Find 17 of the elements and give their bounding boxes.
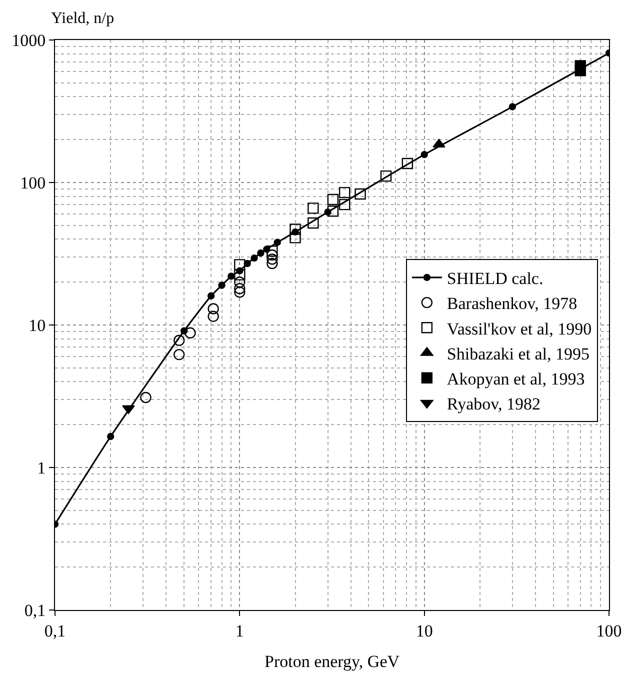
y-tick-label: 1 [37, 458, 46, 478]
legend-label: Vassil'kov et al, 1990 [446, 319, 592, 338]
x-tick-label: 1 [235, 621, 244, 640]
y-axis-title: Yield, n/p [51, 10, 114, 27]
legend-label: Akopyan et al, 1993 [446, 369, 585, 388]
legend-label: SHIELD calc. [446, 269, 544, 288]
x-tick-label: 0,1 [44, 621, 66, 640]
x-tick-label: 100 [596, 621, 622, 640]
y-tick-label: 10 [28, 316, 46, 335]
x-axis-title: Proton energy, GeV [264, 652, 400, 671]
y-tick-label: 0,1 [24, 600, 46, 620]
x-tick-label: 10 [416, 621, 433, 640]
legend-label: Shibazaki et al, 1995 [446, 344, 590, 364]
legend-label: Barashenkov, 1978 [446, 294, 578, 314]
y-tick-label: 100 [20, 173, 46, 192]
y-tick-label: 1000 [12, 30, 46, 50]
legend-label: Ryabov, 1982 [446, 394, 541, 414]
